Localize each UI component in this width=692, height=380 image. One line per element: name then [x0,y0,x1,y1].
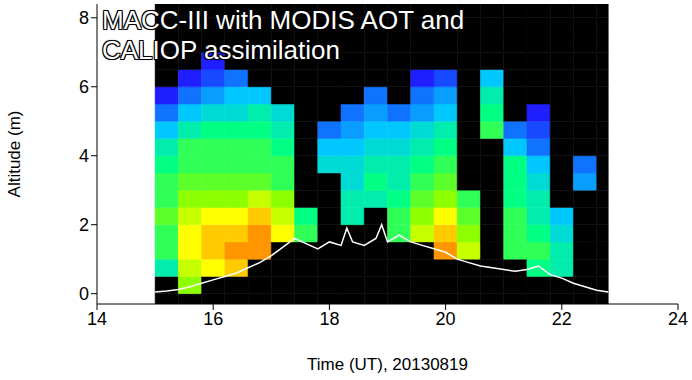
html-text:MACC-III with MODIS AOT and CA: MACC-III with MODIS AOT and CALIOP assim… [102,5,465,65]
svg-text:18: 18 [319,309,339,329]
svg-text:16: 16 [203,309,223,329]
svg-text:20: 20 [436,309,456,329]
svg-text:4: 4 [79,146,89,166]
svg-text:24: 24 [668,309,688,329]
svg-text:22: 22 [552,309,572,329]
svg-text:2: 2 [79,215,89,235]
svg-text:6: 6 [79,77,89,97]
svg-text:Altitude (m): Altitude (m) [5,111,24,198]
svg-text:8: 8 [79,8,89,28]
svg-text:0: 0 [79,284,89,304]
svg-text:14: 14 [87,309,107,329]
svg-text:Time (UT), 20130819: Time (UT), 20130819 [307,355,468,374]
